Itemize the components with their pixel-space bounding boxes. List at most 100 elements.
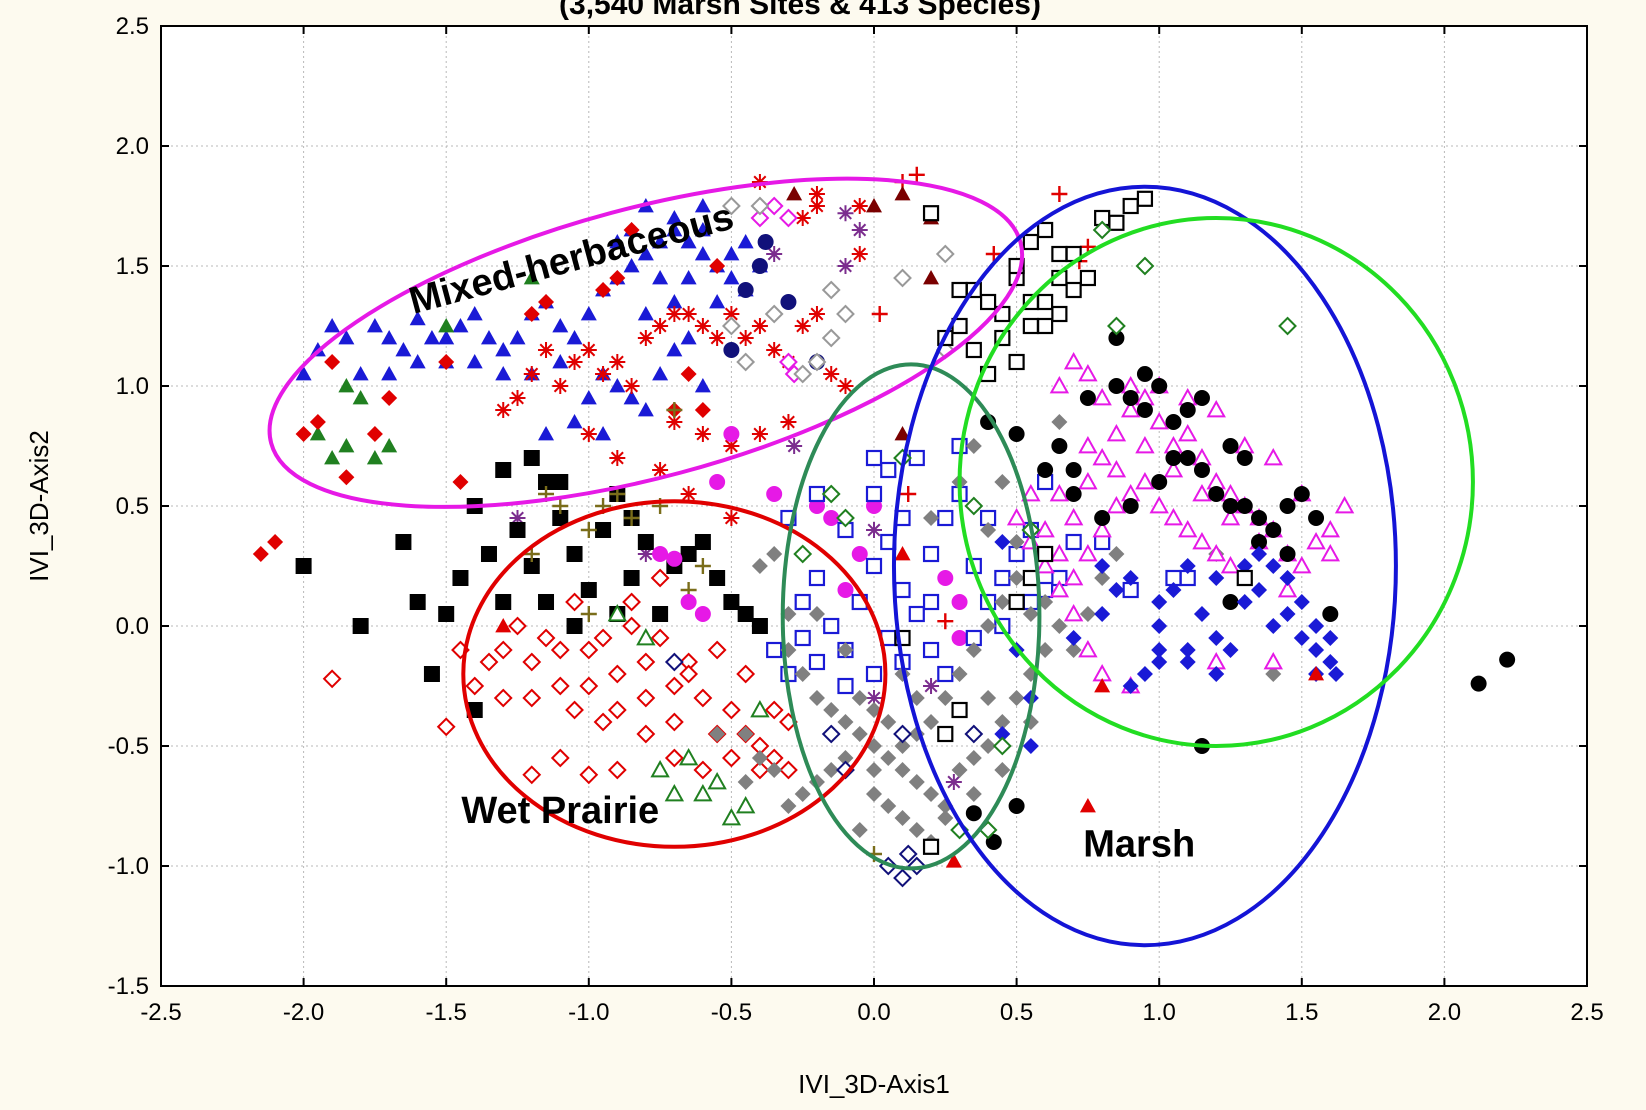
data-point-filled-diamond (851, 822, 868, 838)
data-point-asterisk (751, 174, 768, 190)
data-point-asterisk (609, 354, 626, 370)
data-point-filled-diamond (1008, 534, 1025, 550)
data-point-open-square (1022, 317, 1039, 335)
data-point-filled-triangle (438, 330, 455, 345)
data-point-open-diamond (693, 760, 713, 780)
data-point-filled-triangle (452, 318, 469, 333)
data-point-filled-triangle (381, 438, 398, 453)
data-point-filled-diamond (1122, 570, 1139, 586)
data-point-filled-diamond (1279, 570, 1296, 586)
data-point-open-triangle (1078, 639, 1098, 658)
data-point-filled-triangle (694, 378, 711, 393)
data-point-filled-triangle (595, 426, 612, 441)
data-point-open-triangle (1106, 423, 1127, 442)
data-point-filled-circle (951, 594, 968, 610)
data-point-filled-triangle (637, 402, 654, 417)
data-point-open-triangle (1163, 459, 1184, 478)
data-point-filled-diamond (1208, 666, 1225, 682)
data-point-open-triangle (1263, 447, 1283, 466)
x-tick-label: 0.0 (857, 999, 890, 1026)
data-point-filled-diamond (1037, 642, 1054, 658)
data-point-filled-triangle (866, 198, 882, 213)
data-point-plus (552, 498, 569, 514)
data-point-filled-diamond (1165, 582, 1182, 598)
data-point-filled-circle (1293, 486, 1310, 502)
data-point-open-triangle (750, 699, 770, 718)
data-point-filled-diamond (1122, 678, 1139, 694)
x-tick-label: 1.5 (1285, 999, 1318, 1026)
data-point-filled-triangle (894, 546, 911, 561)
data-point-filled-diamond (965, 750, 982, 766)
data-point-open-triangle (1277, 579, 1298, 598)
chart-title: (3,540 Marsh Sites & 413 Species) (559, 0, 1041, 21)
data-point-open-triangle (1149, 495, 1169, 514)
data-point-filled-diamond (994, 594, 1011, 610)
data-point-filled-diamond (1136, 666, 1153, 682)
data-point-open-diamond (636, 652, 656, 672)
data-point-open-diamond (793, 364, 813, 384)
data-point-filled-square (423, 666, 440, 682)
data-point-open-triangle (1063, 507, 1084, 526)
data-point-filled-diamond (951, 762, 968, 778)
data-point-filled-triangle (680, 270, 697, 285)
data-point-open-diamond (764, 700, 784, 720)
data-point-filled-circle (985, 834, 1002, 850)
data-point-open-diamond (465, 676, 485, 696)
data-point-filled-circle (1165, 450, 1182, 466)
data-point-open-triangle (1192, 531, 1212, 550)
data-point-filled-square (680, 546, 697, 562)
data-point-open-triangle (1106, 495, 1127, 514)
data-point-open-diamond (1278, 316, 1297, 336)
data-point-asterisk (837, 378, 854, 394)
data-point-filled-triangle (552, 318, 569, 333)
data-point-asterisk (680, 306, 697, 322)
data-point-open-diamond (664, 712, 684, 732)
data-point-filled-triangle (652, 366, 669, 381)
data-point-filled-circle (1008, 426, 1025, 442)
data-point-filled-diamond (1094, 606, 1111, 622)
data-point-open-diamond (821, 484, 841, 504)
data-point-asterisk (751, 318, 768, 334)
data-point-open-square (1079, 269, 1097, 287)
data-point-plus (900, 486, 917, 502)
data-point-filled-diamond (837, 714, 854, 730)
data-point-asterisk (566, 354, 583, 370)
data-point-open-diamond (898, 844, 918, 864)
data-point-open-diamond (550, 640, 570, 660)
data-point-filled-circle (1251, 534, 1268, 550)
data-point-filled-triangle (580, 306, 597, 321)
data-point-filled-circle (1251, 510, 1268, 526)
data-point-asterisk (766, 246, 783, 262)
data-point-filled-triangle (723, 270, 740, 285)
data-point-open-diamond (493, 688, 513, 708)
data-point-filled-circle (1208, 486, 1225, 502)
data-point-filled-triangle (480, 330, 497, 345)
data-point-filled-diamond (452, 474, 469, 490)
data-point-open-square (837, 677, 854, 695)
data-point-open-square (994, 569, 1011, 587)
data-point-open-diamond (707, 640, 727, 660)
x-tick-label: -1.5 (426, 999, 467, 1026)
data-point-filled-square (723, 594, 740, 610)
data-point-filled-triangle (295, 366, 312, 381)
data-point-filled-square (751, 618, 768, 634)
data-point-filled-diamond (1094, 570, 1111, 586)
data-point-filled-circle (1122, 498, 1139, 514)
data-point-open-square (794, 629, 811, 647)
data-point-filled-diamond (309, 414, 326, 430)
data-point-filled-circle (1499, 651, 1516, 668)
data-point-open-triangle (1192, 483, 1212, 502)
y-tick-label: -1.5 (108, 973, 149, 1000)
data-point-open-triangle (1063, 603, 1084, 622)
data-point-open-diamond (893, 268, 912, 288)
data-point-open-diamond (436, 717, 456, 737)
data-point-open-diamond (693, 688, 713, 708)
data-point-filled-diamond (1108, 546, 1125, 562)
data-point-filled-diamond (965, 642, 982, 658)
data-point-open-square (951, 701, 968, 719)
data-point-asterisk (666, 306, 683, 322)
data-point-filled-triangle (309, 426, 326, 441)
x-tick-label: -2.5 (140, 999, 181, 1026)
data-point-filled-square (566, 618, 583, 634)
